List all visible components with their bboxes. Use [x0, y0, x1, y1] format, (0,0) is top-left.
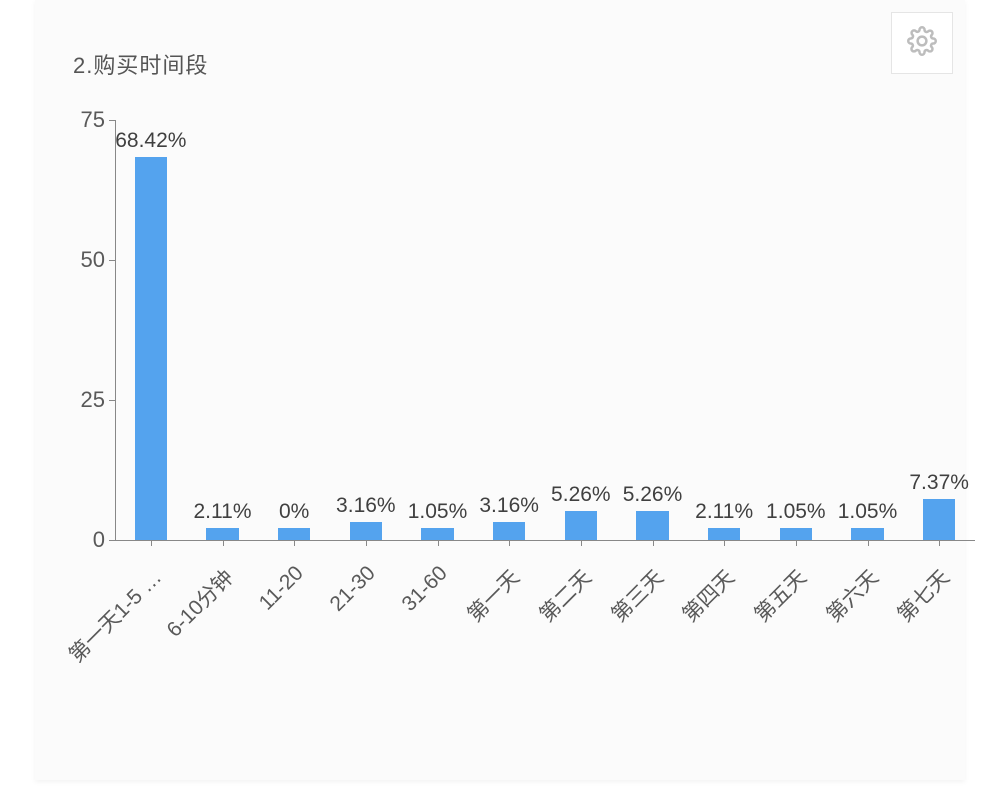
y-tick-mark [109, 540, 115, 541]
y-axis [115, 120, 116, 540]
bar [780, 528, 812, 540]
category-label: 第三天 [603, 562, 669, 628]
y-tick-mark [109, 120, 115, 121]
bar-value-label: 2.11% [695, 500, 753, 524]
chart-card: 2.购买时间段 025507568.42%第一天1-5 …2.11%6-10分钟… [35, 0, 965, 780]
bar-value-label: 1.05% [408, 500, 468, 524]
bar-value-label: 1.05% [838, 500, 898, 524]
x-tick-mark [223, 540, 224, 546]
x-tick-mark [294, 540, 295, 546]
y-tick-label: 0 [45, 527, 105, 553]
category-label: 31-60 [397, 562, 452, 617]
y-tick-mark [109, 400, 115, 401]
category-label: 第二天 [532, 562, 598, 628]
bar-value-label: 2.11% [194, 500, 252, 524]
x-tick-mark [653, 540, 654, 546]
bar-value-label: 0% [279, 500, 309, 524]
category-label: 第七天 [890, 562, 956, 628]
bar [278, 528, 310, 540]
x-tick-mark [366, 540, 367, 546]
bar-chart: 0 25 50 75 68.42% 第一天1-5 … 2.11% 6-10分钟 0% 11-20 3… [35, 0, 965, 780]
x-tick-mark [438, 540, 439, 546]
y-tick-label: 50 [45, 247, 105, 273]
bar-value-label: 3.16% [479, 494, 539, 518]
x-tick-mark [939, 540, 940, 546]
category-label: 6-10分钟 [158, 562, 239, 643]
bar-value-label: 7.37% [909, 471, 969, 495]
y-tick-label: 25 [45, 387, 105, 413]
category-label: 11-20 [255, 562, 309, 616]
bar-value-label: 5.26% [623, 483, 683, 507]
category-label: 第一天 [460, 562, 526, 628]
bar [206, 528, 238, 540]
y-tick-mark [109, 260, 115, 261]
bar-value-label: 68.42% [115, 129, 186, 153]
bar [493, 522, 525, 540]
bar-value-label: 3.16% [336, 494, 396, 518]
bar-value-label: 5.26% [551, 483, 611, 507]
category-label: 21-30 [325, 562, 380, 617]
bar-value-label: 1.05% [766, 500, 826, 524]
bar [421, 528, 453, 540]
x-tick-mark [868, 540, 869, 546]
bar [350, 522, 382, 540]
bar [636, 511, 668, 540]
category-label: 第四天 [675, 562, 741, 628]
bar [135, 157, 167, 540]
x-tick-mark [724, 540, 725, 546]
x-tick-mark [151, 540, 152, 546]
bar [565, 511, 597, 540]
plot-area: 025507568.42%第一天1-5 …2.11%6-10分钟0%11-203… [115, 120, 975, 540]
y-tick-label: 75 [45, 107, 105, 133]
bar [923, 499, 955, 540]
category-label: 第六天 [818, 562, 884, 628]
x-axis [115, 540, 975, 541]
bar [851, 528, 883, 540]
x-tick-mark [581, 540, 582, 546]
x-tick-mark [796, 540, 797, 546]
bar [708, 528, 740, 540]
category-label: 第一天1-5 … [61, 562, 167, 668]
x-tick-mark [509, 540, 510, 546]
category-label: 第五天 [747, 562, 813, 628]
